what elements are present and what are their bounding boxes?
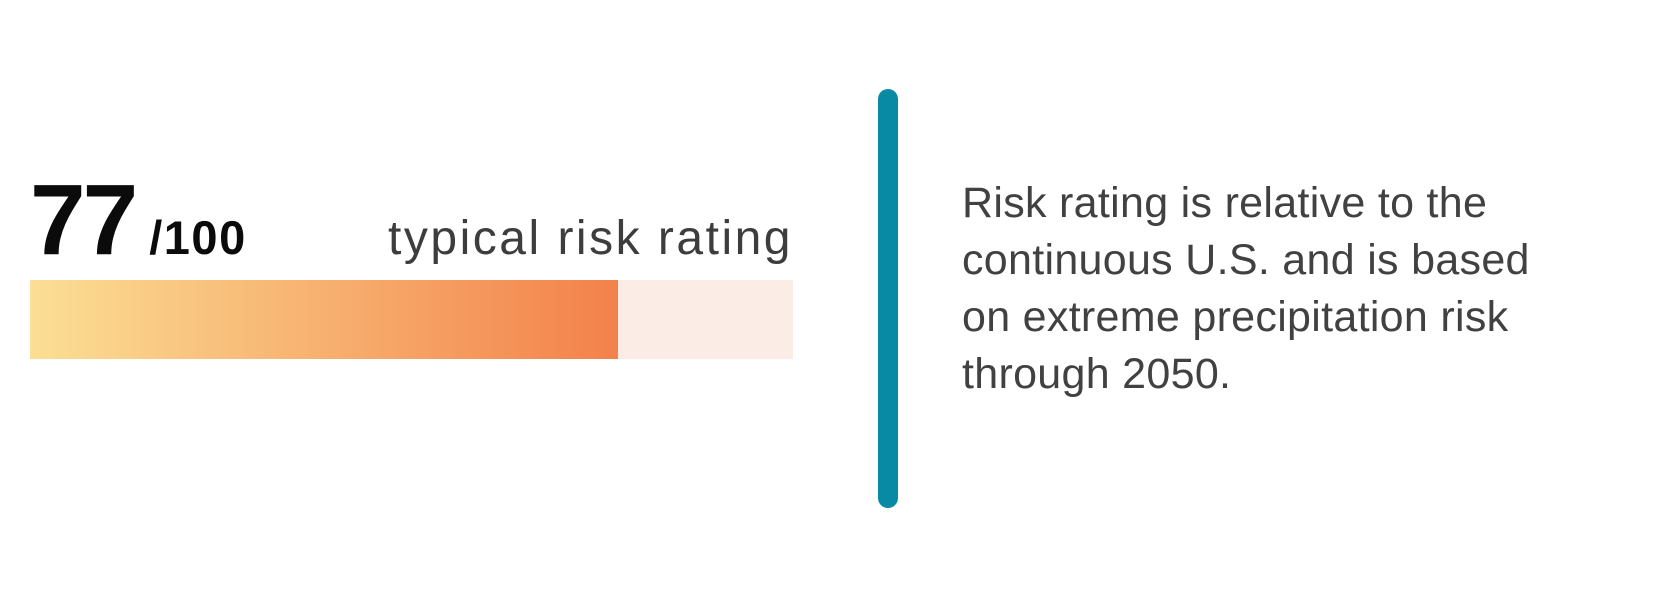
risk-score-label: typical risk rating [388, 212, 793, 265]
risk-score-bar-fill [30, 280, 618, 359]
risk-score-bar-track [30, 280, 793, 359]
risk-score-denominator: /100 [149, 211, 247, 264]
vertical-divider [878, 89, 898, 508]
risk-description-text: Risk rating is relative to the continuou… [962, 179, 1530, 398]
score-line: 77 /100 typical risk rating [30, 170, 793, 270]
risk-score-value: 77 [30, 164, 138, 276]
